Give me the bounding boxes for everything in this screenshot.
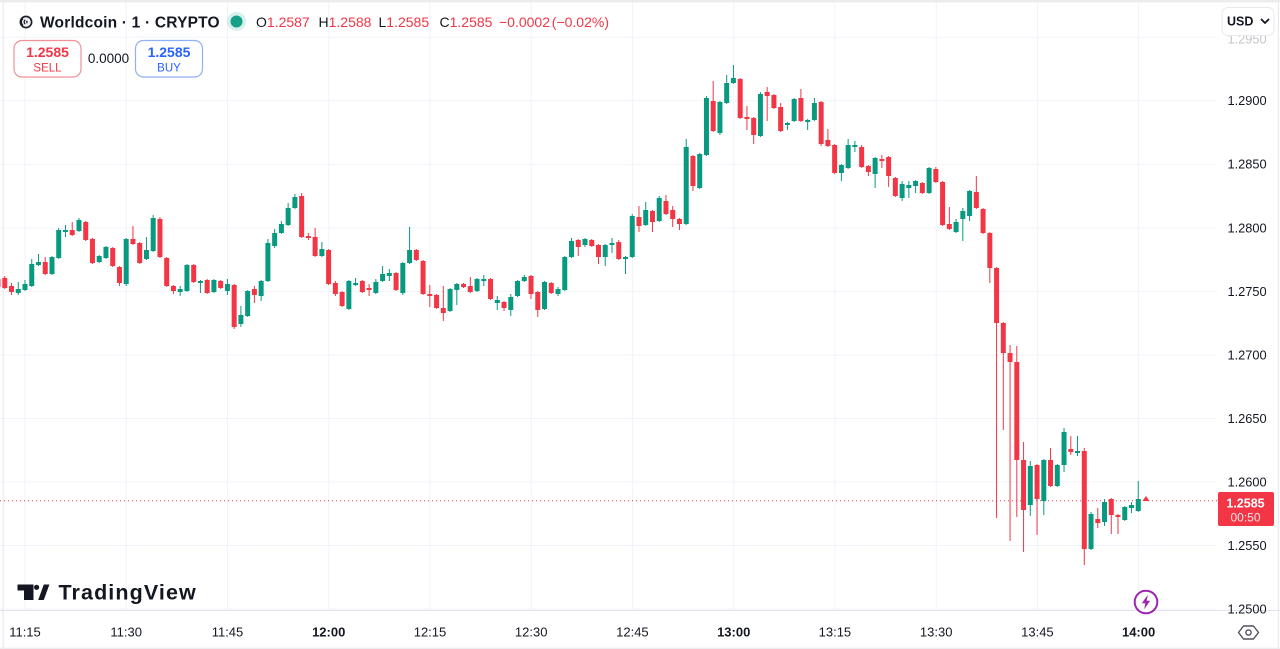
- svg-text:13:45: 13:45: [1021, 625, 1054, 640]
- svg-text:1.2585: 1.2585: [26, 44, 69, 60]
- svg-text:1.2850: 1.2850: [1228, 157, 1267, 172]
- svg-text:BUY: BUY: [157, 63, 181, 75]
- svg-text:Worldcoin · 1 · CRYPTO: Worldcoin · 1 · CRYPTO: [40, 15, 220, 32]
- svg-text:O1.2587: O1.2587: [256, 14, 310, 30]
- svg-text:TradingView: TradingView: [59, 581, 197, 605]
- svg-text:12:15: 12:15: [414, 625, 447, 640]
- svg-text:14:00: 14:00: [1122, 625, 1155, 640]
- svg-text:11:30: 11:30: [110, 625, 142, 640]
- svg-text:1.2585: 1.2585: [1226, 497, 1264, 511]
- svg-text:1.2600: 1.2600: [1228, 474, 1267, 489]
- svg-text:12:30: 12:30: [515, 625, 548, 640]
- svg-text:USD: USD: [1227, 15, 1253, 29]
- svg-text:L1.2585: L1.2585: [379, 14, 430, 30]
- svg-text:1.2650: 1.2650: [1228, 411, 1267, 426]
- svg-text:13:00: 13:00: [717, 625, 750, 640]
- svg-text:1.2585: 1.2585: [148, 44, 191, 60]
- svg-text:1.2550: 1.2550: [1228, 538, 1267, 553]
- svg-text:0.0000: 0.0000: [88, 51, 129, 66]
- svg-text:13:30: 13:30: [920, 625, 953, 640]
- svg-text:12:00: 12:00: [312, 625, 345, 640]
- svg-text:1.2900: 1.2900: [1228, 93, 1267, 108]
- svg-text:C1.2585: C1.2585: [440, 14, 493, 30]
- svg-text:11:15: 11:15: [9, 625, 41, 640]
- svg-text:11:45: 11:45: [212, 625, 244, 640]
- svg-text:SELL: SELL: [33, 63, 62, 75]
- svg-text:1.2800: 1.2800: [1228, 220, 1267, 235]
- svg-text:00:50: 00:50: [1230, 511, 1260, 525]
- svg-text:1.2700: 1.2700: [1228, 347, 1267, 362]
- svg-text:(−0.02%): (−0.02%): [552, 14, 609, 30]
- svg-text:12:45: 12:45: [616, 625, 649, 640]
- svg-text:1.2750: 1.2750: [1228, 284, 1267, 299]
- svg-text:−0.0002: −0.0002: [499, 14, 550, 30]
- svg-text:13:15: 13:15: [819, 625, 852, 640]
- svg-text:1.2500: 1.2500: [1228, 601, 1267, 616]
- svg-text:H1.2588: H1.2588: [319, 14, 372, 30]
